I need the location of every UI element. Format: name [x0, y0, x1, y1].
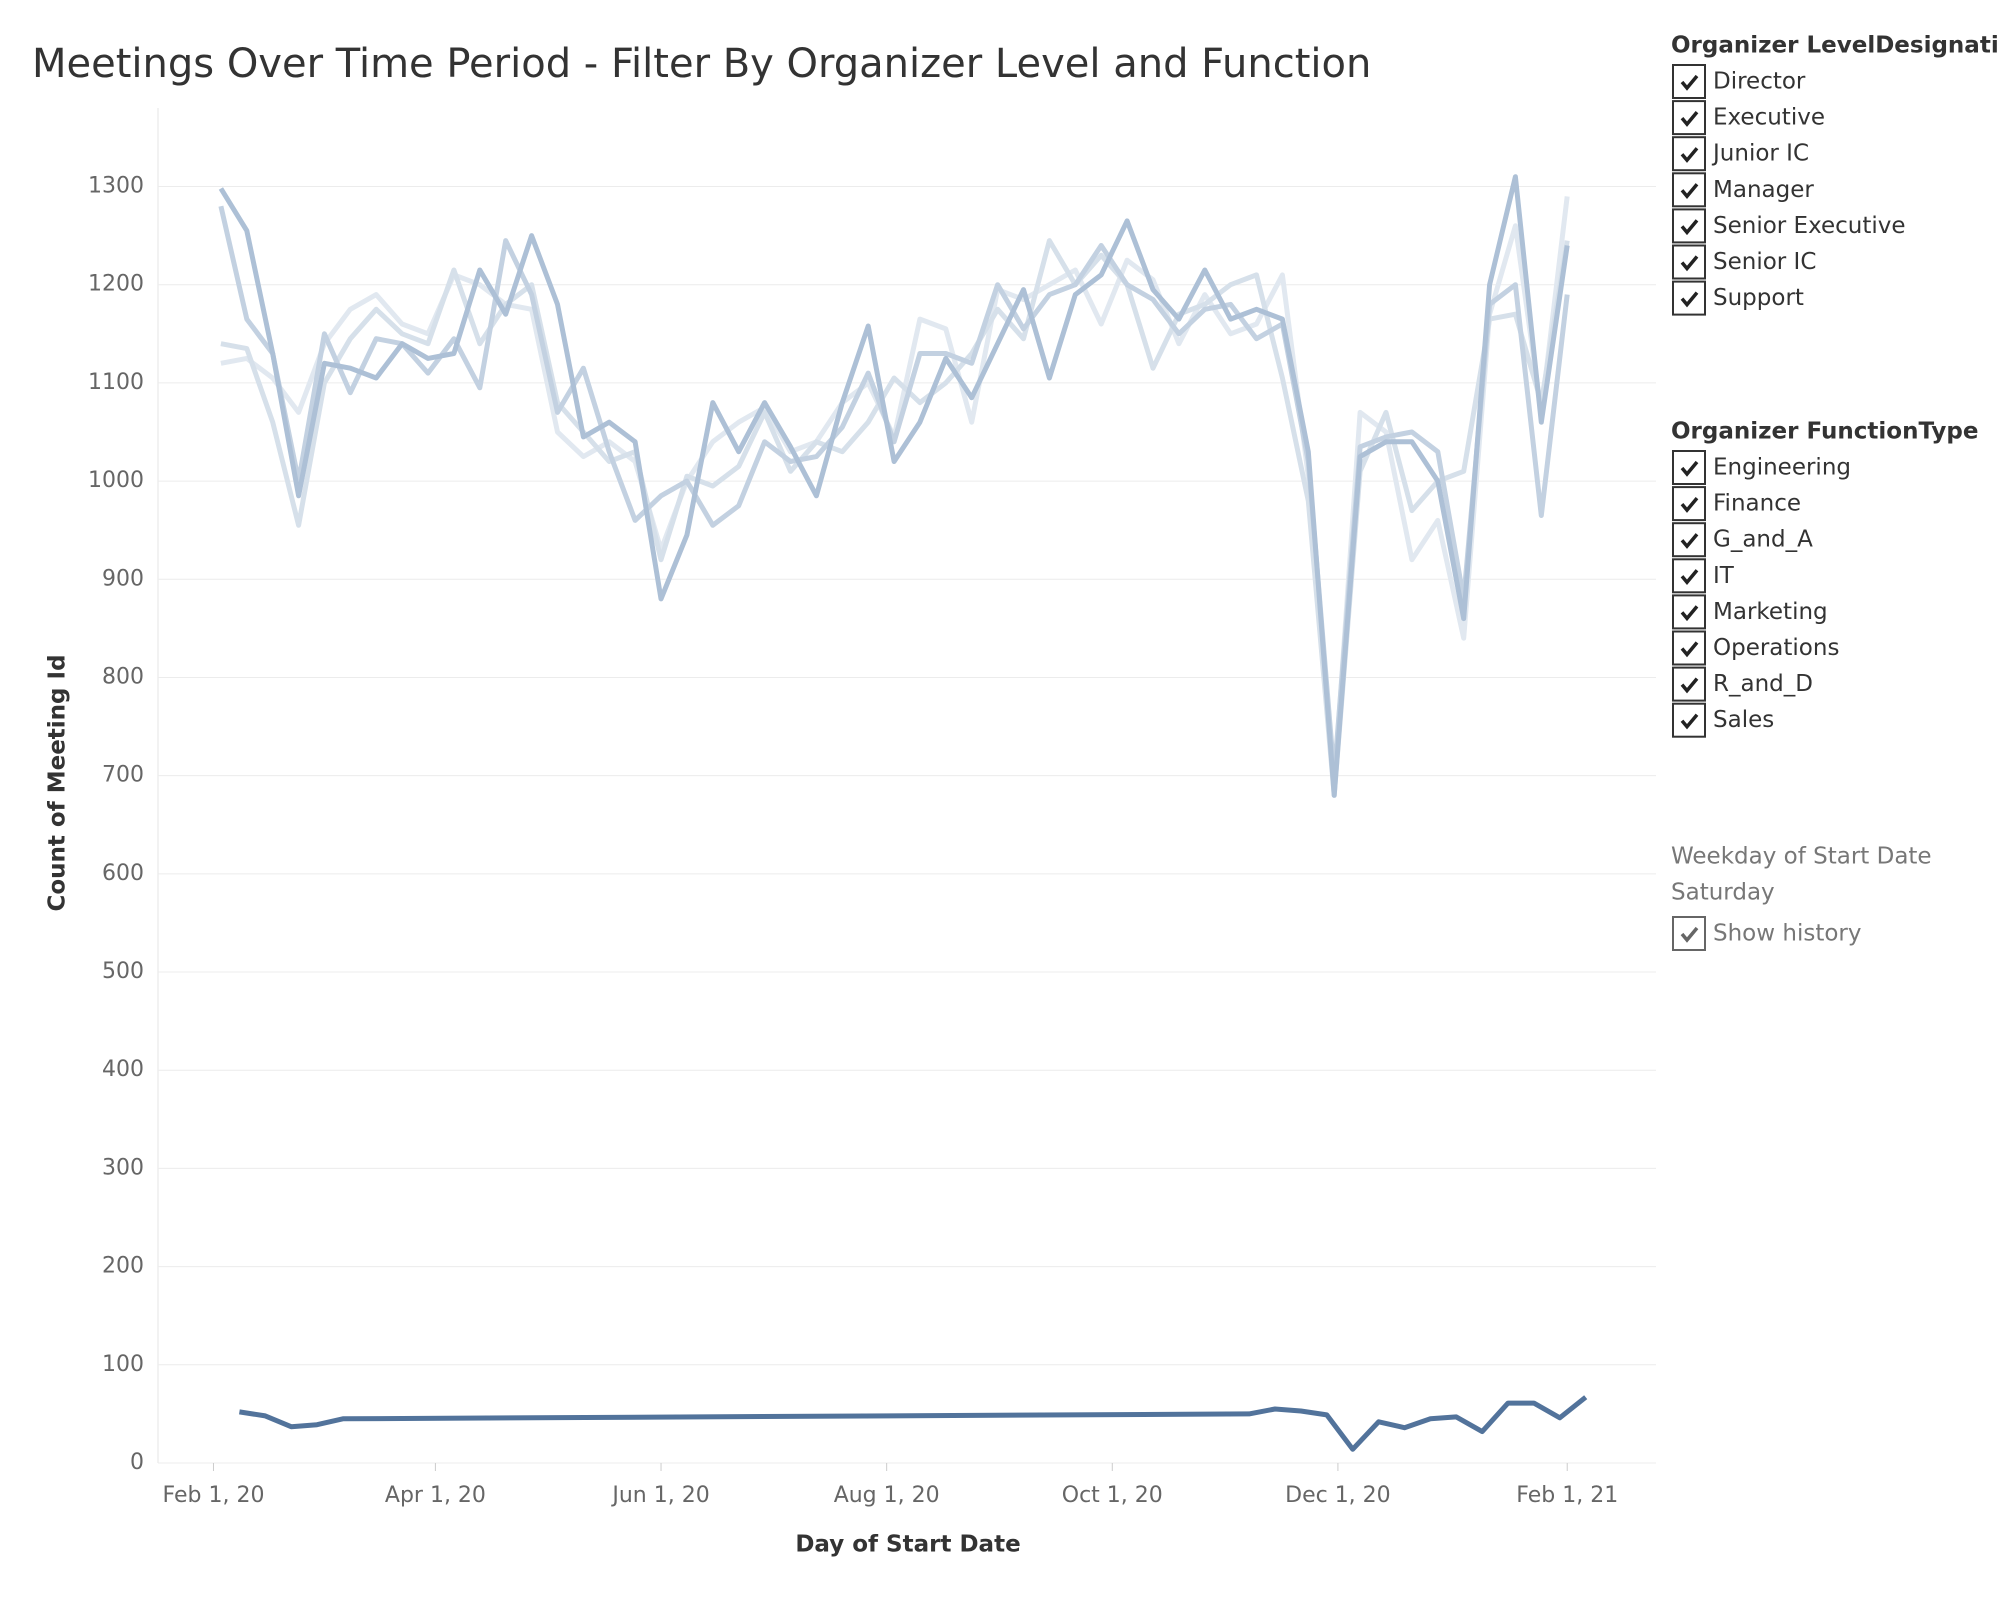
checkmark — [1680, 219, 1699, 236]
checkmark — [1680, 255, 1699, 272]
highlight-title: Weekday of Start Date — [1671, 844, 1932, 870]
filter-item[interactable]: Senior IC — [1713, 249, 1816, 275]
filter-item[interactable]: Senior Executive — [1713, 213, 1906, 239]
checkmark — [1680, 605, 1699, 622]
filter-item[interactable]: Marketing — [1713, 599, 1828, 625]
filter-checkbox[interactable] — [1672, 666, 1706, 702]
filter-item[interactable]: Manager — [1713, 177, 1814, 203]
checkmark — [1680, 147, 1699, 163]
y-tick-label: 700 — [102, 763, 144, 788]
x-tick-label: Aug 1, 20 — [834, 1483, 940, 1508]
checkmark — [1680, 496, 1699, 513]
filter-title: Organizer LevelDesignati.. — [1671, 33, 1998, 59]
highlight-value: Saturday — [1671, 880, 1775, 906]
filter-checkbox[interactable] — [1672, 172, 1706, 208]
filter-item[interactable]: Finance — [1713, 491, 1801, 517]
filter-item[interactable]: Executive — [1713, 105, 1825, 131]
y-tick-label: 400 — [102, 1057, 144, 1082]
y-tick-label: 900 — [102, 566, 144, 591]
filter-item[interactable]: Engineering — [1713, 455, 1851, 481]
filter-checkbox[interactable] — [1672, 136, 1706, 172]
history-line — [218, 174, 1570, 798]
y-axis-title: Count of Meeting Id — [45, 654, 71, 911]
filter-item[interactable]: Operations — [1713, 635, 1839, 661]
filter-checkbox[interactable] — [1672, 244, 1706, 280]
filter-checkbox[interactable] — [1672, 100, 1706, 136]
checkmark — [1680, 291, 1699, 308]
filter-checkbox[interactable] — [1672, 594, 1706, 630]
checkmark — [1680, 926, 1699, 943]
x-tick-label: Feb 1, 20 — [163, 1483, 265, 1508]
y-tick-label: 1300 — [88, 174, 144, 199]
y-tick-label: 500 — [102, 959, 144, 984]
x-tick-label: Dec 1, 20 — [1285, 1483, 1391, 1508]
y-tick-label: 100 — [102, 1352, 144, 1377]
history-toggle[interactable]: Show history — [1713, 921, 1861, 947]
filter-item[interactable]: R_and_D — [1713, 671, 1813, 697]
checkmark — [1680, 713, 1699, 730]
y-tick-label: 1100 — [88, 370, 144, 395]
x-tick-label: Apr 1, 20 — [385, 1483, 486, 1508]
filter-item[interactable]: IT — [1713, 563, 1735, 589]
filter-item[interactable]: Sales — [1713, 707, 1774, 733]
filter-checkbox[interactable] — [1672, 208, 1706, 244]
history-line — [220, 238, 1570, 798]
filter-item[interactable]: G_and_A — [1713, 527, 1813, 553]
history-line — [218, 205, 1570, 779]
y-tick-label: 600 — [102, 861, 144, 886]
x-tick-label: Jun 1, 20 — [610, 1483, 709, 1508]
checkmark — [1680, 677, 1699, 694]
y-tick-label: 800 — [102, 664, 144, 689]
filter-checkbox[interactable] — [1672, 558, 1706, 594]
filter-checkbox[interactable] — [1672, 630, 1706, 666]
x-tick-label: Feb 1, 21 — [1516, 1483, 1618, 1508]
x-axis-title: Day of Start Date — [795, 1532, 1020, 1558]
filter-title: Organizer FunctionType — [1671, 419, 1979, 445]
checkmark — [1680, 569, 1699, 586]
y-tick-label: 0 — [130, 1450, 144, 1475]
filter-item[interactable]: Director — [1713, 69, 1806, 95]
checkmark — [1680, 110, 1699, 127]
filter-checkbox[interactable] — [1672, 486, 1706, 522]
checkmark — [1680, 533, 1699, 549]
filter-checkbox[interactable] — [1672, 522, 1706, 558]
filter-item[interactable]: Support — [1713, 285, 1804, 311]
filter-checkbox[interactable] — [1672, 450, 1706, 485]
checkmark — [1680, 460, 1699, 477]
highlight-line — [239, 1395, 1588, 1452]
filter-item[interactable]: Junior IC — [1711, 141, 1809, 167]
y-tick-label: 1200 — [88, 272, 144, 297]
checkmark — [1680, 183, 1699, 200]
y-tick-label: 300 — [102, 1155, 144, 1180]
chart-title: Meetings Over Time Period - Filter By Or… — [32, 41, 1371, 87]
filter-checkbox[interactable] — [1672, 280, 1706, 316]
y-tick-label: 200 — [102, 1254, 144, 1279]
filter-checkbox[interactable] — [1672, 64, 1706, 99]
checkmark — [1680, 641, 1699, 658]
filter-checkbox[interactable] — [1672, 702, 1706, 738]
y-tick-label: 1000 — [88, 468, 144, 493]
x-tick-label: Oct 1, 20 — [1062, 1483, 1163, 1508]
checkmark — [1680, 74, 1699, 91]
history-checkbox[interactable] — [1672, 916, 1706, 951]
